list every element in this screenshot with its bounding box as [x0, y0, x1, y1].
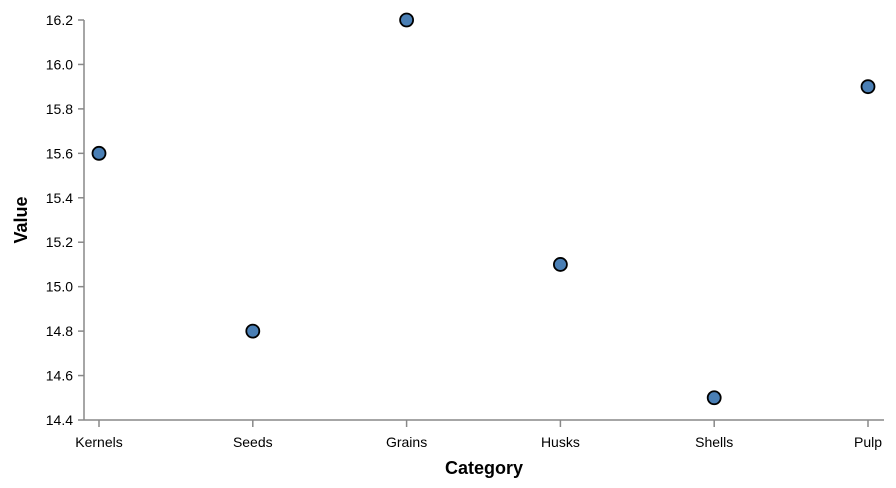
x-tick-label: Seeds [233, 434, 273, 450]
x-axis-title: Category [445, 458, 523, 478]
y-tick-label: 14.4 [46, 412, 73, 428]
y-ticks: 14.4 14.6 14.8 15.0 15.2 15.4 15.6 15.8 16.0 16.2 [46, 12, 84, 428]
y-axis: 14.4 14.6 14.8 15.0 15.2 15.4 15.6 15.8 16.0 16.2 [46, 12, 85, 428]
y-tick-label: 15.0 [46, 279, 73, 295]
y-tick-label: 15.4 [46, 190, 73, 206]
data-point-grains [399, 12, 415, 28]
x-ticks: Kernels Seeds Grains Husks Shells Pulp [75, 420, 882, 450]
x-tick-label: Shells [695, 434, 733, 450]
x-tick-label: Husks [541, 434, 580, 450]
x-tick-label: Grains [386, 434, 427, 450]
data-point-seeds [245, 323, 261, 339]
data-point-pulp [860, 79, 876, 95]
y-tick-label: 14.8 [46, 323, 73, 339]
x-tick-label: Pulp [854, 434, 882, 450]
y-tick-label: 15.2 [46, 234, 73, 250]
y-axis-title: Value [11, 196, 31, 243]
x-axis: Kernels Seeds Grains Husks Shells Pulp [75, 419, 884, 450]
y-tick-label: 16.0 [46, 56, 73, 72]
data-point-kernels [91, 145, 107, 161]
data-point-husks [553, 257, 568, 272]
y-tick-label: 15.6 [46, 145, 73, 161]
y-tick-label: 15.8 [46, 101, 73, 117]
data-points [91, 12, 876, 406]
y-tick-label: 14.6 [46, 368, 73, 384]
y-tick-label: 16.2 [46, 12, 73, 28]
data-point-shells [706, 390, 722, 406]
x-tick-label: Kernels [75, 434, 122, 450]
